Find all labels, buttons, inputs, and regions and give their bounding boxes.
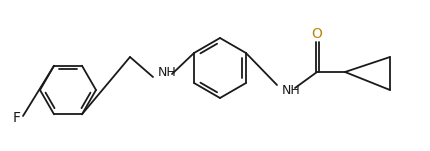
Text: F: F — [13, 111, 21, 125]
Text: NH: NH — [158, 66, 176, 79]
Text: O: O — [311, 27, 322, 41]
Text: NH: NH — [281, 84, 300, 96]
